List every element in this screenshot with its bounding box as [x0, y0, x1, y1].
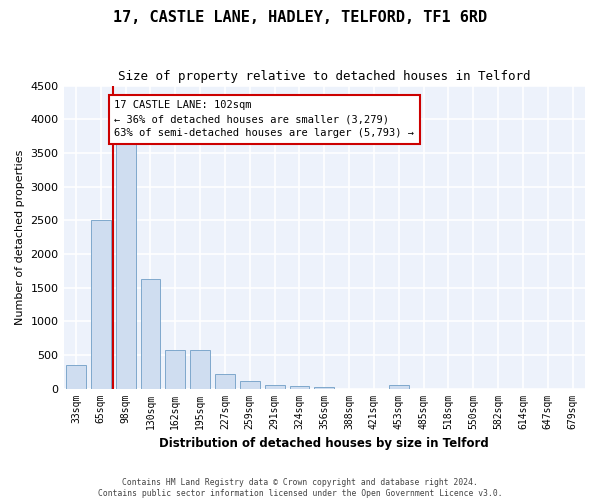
Bar: [140, 280, 160, 388]
Bar: [215, 374, 235, 388]
Bar: [166, 350, 185, 389]
Bar: [314, 386, 334, 388]
Bar: [290, 386, 310, 388]
Bar: [66, 365, 86, 388]
Bar: [240, 381, 260, 388]
Bar: [116, 136, 136, 388]
Y-axis label: Number of detached properties: Number of detached properties: [15, 150, 25, 324]
Text: Contains HM Land Registry data © Crown copyright and database right 2024.
Contai: Contains HM Land Registry data © Crown c…: [98, 478, 502, 498]
Bar: [190, 350, 210, 389]
Bar: [91, 220, 111, 388]
Text: 17, CASTLE LANE, HADLEY, TELFORD, TF1 6RD: 17, CASTLE LANE, HADLEY, TELFORD, TF1 6R…: [113, 10, 487, 25]
X-axis label: Distribution of detached houses by size in Telford: Distribution of detached houses by size …: [160, 437, 489, 450]
Title: Size of property relative to detached houses in Telford: Size of property relative to detached ho…: [118, 70, 530, 83]
Text: 17 CASTLE LANE: 102sqm
← 36% of detached houses are smaller (3,279)
63% of semi-: 17 CASTLE LANE: 102sqm ← 36% of detached…: [115, 100, 415, 138]
Bar: [265, 384, 284, 388]
Bar: [389, 385, 409, 388]
